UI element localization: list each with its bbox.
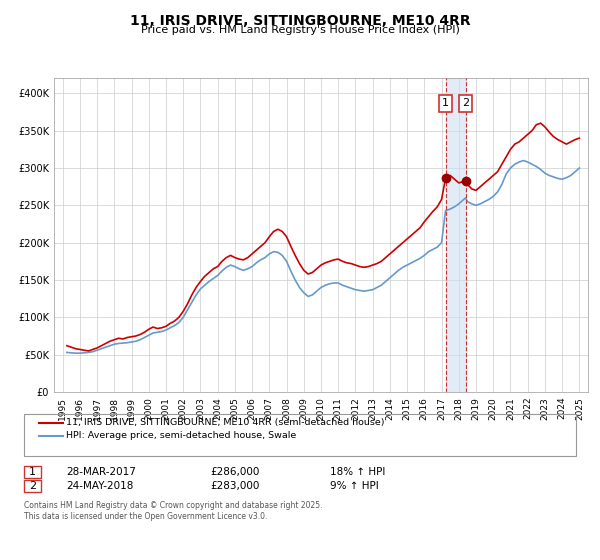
Text: 9% ↑ HPI: 9% ↑ HPI [330, 481, 379, 491]
Text: 11, IRIS DRIVE, SITTINGBOURNE, ME10 4RR (semi-detached house): 11, IRIS DRIVE, SITTINGBOURNE, ME10 4RR … [66, 418, 385, 427]
Text: 18% ↑ HPI: 18% ↑ HPI [330, 467, 385, 477]
Text: HPI: Average price, semi-detached house, Swale: HPI: Average price, semi-detached house,… [66, 431, 296, 440]
Text: 2: 2 [462, 99, 469, 109]
Text: Contains HM Land Registry data © Crown copyright and database right 2025.
This d: Contains HM Land Registry data © Crown c… [24, 501, 323, 521]
Text: Price paid vs. HM Land Registry's House Price Index (HPI): Price paid vs. HM Land Registry's House … [140, 25, 460, 35]
Text: 1: 1 [442, 99, 449, 109]
Bar [446, 78, 466, 392]
Text: 1: 1 [29, 467, 36, 477]
Text: 24-MAY-2018: 24-MAY-2018 [66, 481, 133, 491]
Text: £286,000: £286,000 [210, 467, 259, 477]
Text: 28-MAR-2017: 28-MAR-2017 [66, 467, 136, 477]
Text: £283,000: £283,000 [210, 481, 259, 491]
Text: 2: 2 [29, 481, 36, 491]
Text: 11, IRIS DRIVE, SITTINGBOURNE, ME10 4RR: 11, IRIS DRIVE, SITTINGBOURNE, ME10 4RR [130, 14, 470, 28]
